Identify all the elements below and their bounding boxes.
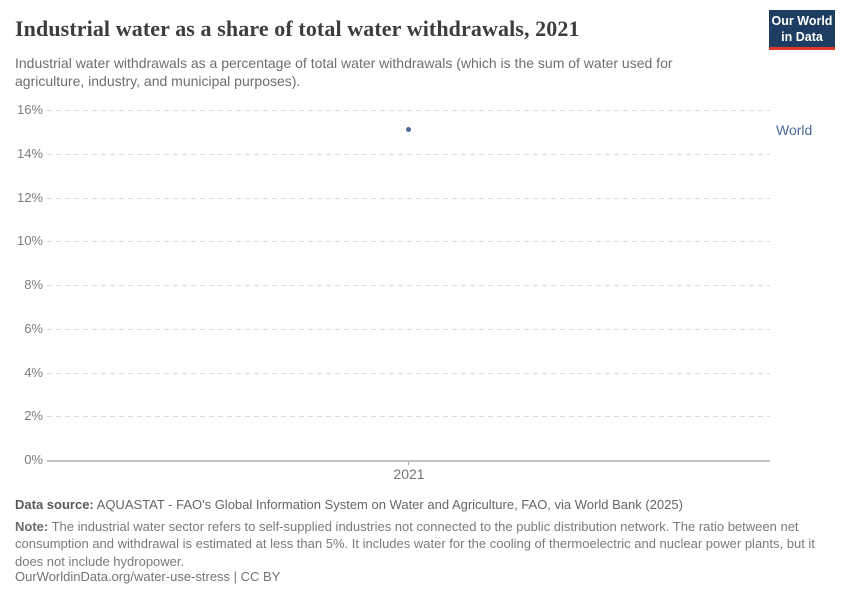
data-source-text: AQUASTAT - FAO's Global Information Syst… [93,497,683,512]
y-axis-tick-label: 14% [16,145,43,161]
gridline [47,416,770,418]
y-axis-tick-label: 4% [24,364,43,380]
gridline [47,328,770,330]
gridline [47,285,770,286]
gridline [47,372,770,374]
note-line: Note: The industrial water sector refers… [15,518,833,570]
owid-logo-line2: in Data [781,30,823,45]
y-axis-tick-label: 8% [24,277,43,292]
citation-line: OurWorldinData.org/water-use-stress | CC… [15,569,281,584]
series-label-world[interactable]: World [776,121,813,138]
y-axis-tick-label: 6% [24,320,43,336]
y-axis-tick-label: 0% [24,452,43,467]
gridline [47,110,770,111]
data-source-line: Data source: AQUASTAT - FAO's Global Inf… [15,497,837,512]
y-axis-tick-label: 12% [16,189,43,205]
data-source-label: Data source: [15,497,94,512]
gridline [47,241,770,243]
owid-logo-line1: Our World [771,14,833,28]
y-axis-tick-label: 2% [24,408,43,424]
note-text: The industrial water sector refers to se… [15,519,815,569]
note-label: Note: [15,519,49,534]
x-axis-tick-label: 2021 [393,466,425,482]
y-axis-tick-label: 10% [16,233,43,249]
gridline [47,197,770,199]
data-point-world[interactable] [406,127,411,133]
page-title: Industrial water as a share of total wat… [15,16,580,41]
chart-subtitle: Industrial water withdrawals as a percen… [15,55,673,90]
x-axis-line [47,460,770,462]
gridline [47,153,770,155]
owid-logo[interactable]: Our World in Data [769,10,835,50]
x-axis-tick [408,460,409,465]
y-axis-tick-label: 16% [16,102,43,117]
